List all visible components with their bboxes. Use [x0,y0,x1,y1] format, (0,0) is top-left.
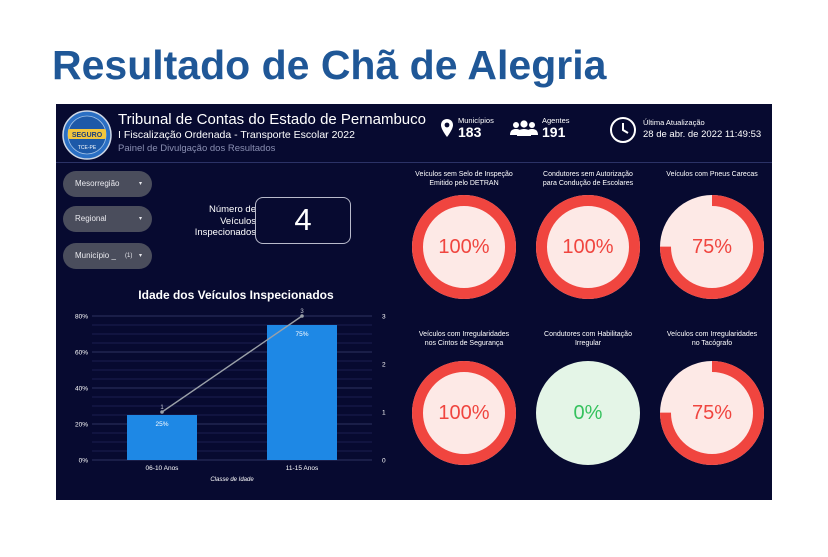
agentes-value: 191 [542,124,566,140]
gauge-value: 0% [573,402,603,424]
gauge-value: 75% [691,402,733,424]
series-line [161,315,303,413]
gauge-value: 100% [562,236,614,258]
municipios-stat: Municípios 183 [440,116,494,140]
gauge-background [536,195,640,299]
tce-logo-icon: SEGURO TCE-PE [62,110,112,160]
filter-mesorregiao-label: Mesorregião [75,179,120,188]
panel-subtitle: Painel de Divulgação dos Resultados [118,143,276,154]
gauge-arc [536,195,640,299]
gauge-value: 100% [438,236,490,258]
gauge [412,195,516,299]
gauge-arc [412,361,516,465]
update-value: 28 de abr. de 2022 11:49:53 [643,129,762,140]
people-group-icon [510,120,538,136]
bar-data-label: 75% [295,331,308,338]
location-pin-icon [441,119,453,137]
filter-municipio[interactable]: Município _ (1) ▾ [63,243,152,269]
y-right-tick-label: 1 [382,410,386,417]
gauge-title: Condutores sem Autorização para Condução … [542,171,634,187]
chevron-down-icon: ▾ [138,181,142,187]
gauge-background [412,361,516,465]
program-subtitle: I Fiscalização Ordenada - Transporte Esc… [118,129,355,141]
x-tick-label: 11-15 Anos [286,465,319,472]
y-left-tick-label: 40% [75,386,88,393]
gauge-title: Veículos com Pneus Carecas [666,171,758,178]
y-right-tick-label: 3 [382,314,386,321]
gauge-arc [412,195,516,299]
org-title: Tribunal de Contas do Estado de Pernambu… [118,111,426,128]
line-point [300,314,304,318]
update-stat: Última Atualização 28 de abr. de 2022 11… [609,116,761,144]
y-right-tick-label: 2 [382,362,386,369]
gauge-background [536,361,640,465]
page-title: Resultado de Chã de Alegria [52,42,607,88]
chevron-down-icon: ▾ [138,253,142,259]
gauge [660,361,764,465]
gauge-title: Condutores com Habilitação Irregular [544,331,632,347]
logo-text: SEGURO [72,132,103,139]
filter-municipio-count: (1) [125,253,133,259]
filter-mesorregiao[interactable]: Mesorregião ▾ [63,171,152,197]
logo-text2: TCE-PE [78,145,97,151]
kpi-label: Número de Veículos Inspecionados [194,204,256,238]
chevron-down-icon: ▾ [138,216,142,222]
gauge-arc [660,195,764,299]
chart-title: Idade dos Veículos Inspecionados [138,288,334,302]
municipios-value: 183 [458,124,482,140]
filter-regional[interactable]: Regional ▾ [63,206,152,232]
gauge [660,195,764,299]
y-left-tick-label: 0% [79,458,89,465]
gauge-value: 75% [691,236,733,258]
gauge-title: Veículos com Irregularidades nos Cintos d… [418,331,510,347]
gauge-value: 100% [438,402,490,424]
x-tick-label: 06-10 Anos [146,465,180,472]
filter-regional-label: Regional [75,214,107,223]
gauge-arc [660,361,764,465]
gauge [536,361,640,465]
bar-data-label: 25% [155,421,168,428]
gauge-background [660,361,764,465]
y-left-tick-label: 80% [75,314,88,321]
kpi-vehicles-inspected: 4 [255,197,351,244]
clock-icon [610,117,636,143]
y-left-tick-label: 20% [75,422,88,429]
header-divider [56,162,772,163]
agentes-stat: Agentes 191 [510,116,570,140]
filter-municipio-label: Município _ [75,251,116,260]
line-data-label: 3 [300,309,304,315]
y-left-tick-label: 60% [75,350,88,357]
gauge-background [412,195,516,299]
y-right-tick-label: 0 [382,458,386,465]
line-point [160,410,164,414]
age-chart: 0% 20% 40% 60% 80% 0 1 2 3 25% 06-10 Anos 75% 11-15 … [75,309,386,483]
bar [267,325,337,460]
bar [127,415,197,460]
gauge-title: Veículos sem Selo de Inspeção Emitido pel… [415,171,513,187]
line-data-label: 1 [160,405,164,411]
gauge-background [660,195,764,299]
gauge [412,361,516,465]
municipios-label: Municípios [458,116,494,125]
x-axis-label: Classe de Idade [210,477,254,483]
gauge [536,195,640,299]
dashboard: SEGURO TCE-PE Tribunal de Contas do Esta… [56,104,772,500]
update-label: Última Atualização [643,118,705,127]
agentes-label: Agentes [542,116,570,125]
gauge-title: Veículos com Irregularidades no Tacógrafo [666,331,758,347]
